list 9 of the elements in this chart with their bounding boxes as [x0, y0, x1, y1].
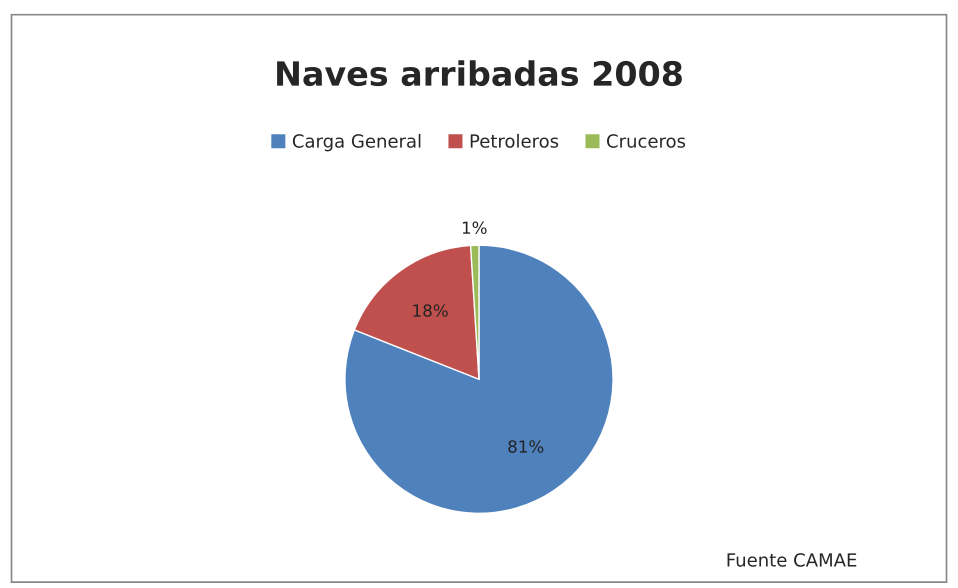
data-label: 1% [462, 221, 487, 234]
chart-title: Naves arribadas 2008 [277, 60, 682, 86]
pie-slice [344, 244, 614, 514]
legend-label: Cruceros [607, 134, 686, 148]
legend-label: Carga General [292, 134, 420, 152]
data-label: 81% [508, 440, 544, 453]
legend-label: Petroleros [470, 134, 558, 148]
data-label: 18% [413, 304, 448, 317]
source-note: Fuente CAMAE [728, 553, 856, 567]
